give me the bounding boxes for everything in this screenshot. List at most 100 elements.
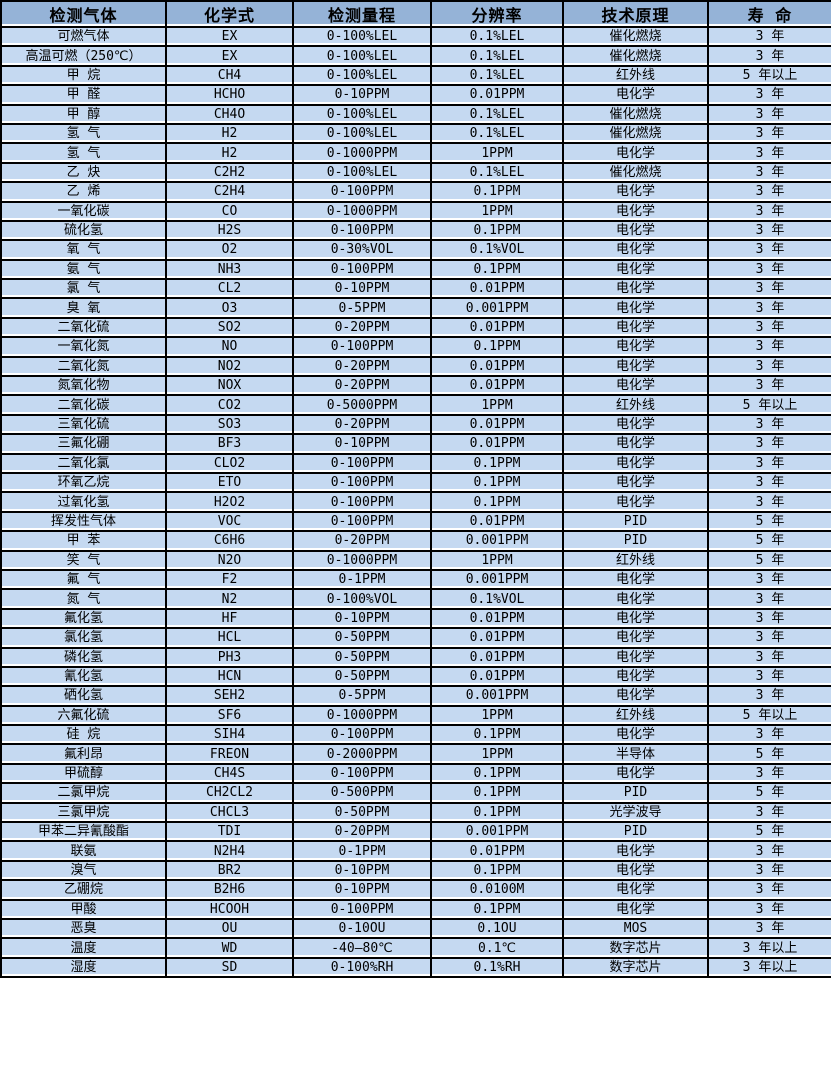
cell-formula: H2S bbox=[165, 219, 294, 242]
cell-resolution: 1PPM bbox=[430, 549, 564, 571]
cell-formula: SEH2 bbox=[165, 685, 294, 707]
cell-gas-name: 二氧化氯 bbox=[0, 452, 167, 475]
cell-lifespan: 3 年 bbox=[707, 588, 831, 610]
cell-principle: 电化学 bbox=[562, 355, 709, 378]
table-row: 一氧化氮 NO 0-100PPM 0.1PPM 电化学 3 年 bbox=[0, 336, 831, 358]
cell-range: 0-100%RH bbox=[292, 956, 432, 979]
cell-resolution: 0.01PPM bbox=[430, 84, 564, 106]
cell-resolution: 0.01PPM bbox=[430, 510, 564, 533]
cell-gas-name: 乙 烯 bbox=[0, 181, 167, 203]
table-row: 氧 气 O2 0-30%VOL 0.1%VOL 电化学 3 年 bbox=[0, 239, 831, 261]
cell-lifespan: 3 年 bbox=[707, 917, 831, 940]
cell-formula: SO2 bbox=[165, 316, 294, 339]
cell-resolution: 1PPM bbox=[430, 142, 564, 164]
cell-gas-name: 六氟化硫 bbox=[0, 704, 167, 727]
cell-range: 0-1PPM bbox=[292, 568, 432, 591]
cell-resolution: 0.01PPM bbox=[430, 375, 564, 397]
cell-range: 0-1000PPM bbox=[292, 142, 432, 164]
cell-resolution: 0.1PPM bbox=[430, 181, 564, 203]
cell-range: 0-5PPM bbox=[292, 685, 432, 707]
cell-lifespan: 3 年 bbox=[707, 627, 831, 649]
cell-principle: 电化学 bbox=[562, 665, 709, 688]
cell-formula: CO bbox=[165, 200, 294, 222]
cell-lifespan: 3 年 bbox=[707, 762, 831, 785]
cell-resolution: 0.1PPM bbox=[430, 471, 564, 494]
cell-gas-name: 氰化氢 bbox=[0, 665, 167, 688]
cell-lifespan: 3 年 bbox=[707, 685, 831, 707]
table-row: 甲 苯 C6H6 0-20PPM 0.001PPM PID 5 年 bbox=[0, 530, 831, 552]
cell-principle: 红外线 bbox=[562, 704, 709, 727]
cell-gas-name: 氢 气 bbox=[0, 122, 167, 145]
table-row: 笑 气 N2O 0-1000PPM 1PPM 红外线 5 年 bbox=[0, 549, 831, 571]
cell-principle: 电化学 bbox=[562, 859, 709, 882]
table-row: 联氨 N2H4 0-1PPM 0.01PPM 电化学 3 年 bbox=[0, 840, 831, 862]
cell-formula: CO2 bbox=[165, 394, 294, 416]
cell-gas-name: 乙硼烷 bbox=[0, 879, 167, 901]
cell-formula: CH4O bbox=[165, 103, 294, 125]
cell-lifespan: 3 年 bbox=[707, 898, 831, 920]
cell-lifespan: 5 年以上 bbox=[707, 394, 831, 416]
cell-lifespan: 3 年 bbox=[707, 801, 831, 824]
column-header-1: 检测气体 bbox=[0, 0, 167, 28]
cell-formula: CHCL3 bbox=[165, 801, 294, 824]
cell-gas-name: 硅 烷 bbox=[0, 724, 167, 746]
cell-range: 0-10PPM bbox=[292, 879, 432, 901]
header-row: 检测气体 化学式 检测量程 分辨率 技术原理寿 命 bbox=[0, 0, 831, 28]
cell-principle: 光学波导 bbox=[562, 801, 709, 824]
cell-range: 0-20PPM bbox=[292, 355, 432, 378]
cell-formula: HCL bbox=[165, 627, 294, 649]
cell-principle: 电化学 bbox=[562, 840, 709, 862]
cell-range: 0-1000PPM bbox=[292, 704, 432, 727]
cell-resolution: 0.1%LEL bbox=[430, 103, 564, 125]
cell-range: 0-10OU bbox=[292, 917, 432, 940]
cell-formula: FREON bbox=[165, 743, 294, 765]
cell-gas-name: 联氨 bbox=[0, 840, 167, 862]
cell-principle: 电化学 bbox=[562, 646, 709, 668]
cell-range: 0-100%LEL bbox=[292, 122, 432, 145]
table-row: 二氯甲烷 CH2CL2 0-500PPM 0.1PPM PID 5 年 bbox=[0, 782, 831, 804]
cell-resolution: 1PPM bbox=[430, 704, 564, 727]
cell-range: 0-20PPM bbox=[292, 375, 432, 397]
cell-resolution: 0.1PPM bbox=[430, 219, 564, 242]
cell-range: 0-50PPM bbox=[292, 665, 432, 688]
cell-gas-name: 一氧化氮 bbox=[0, 336, 167, 358]
cell-resolution: 0.01PPM bbox=[430, 413, 564, 436]
column-header-5: 技术原理 bbox=[562, 0, 709, 28]
cell-gas-name: 氟 气 bbox=[0, 568, 167, 591]
cell-formula: CL2 bbox=[165, 278, 294, 300]
cell-formula: WD bbox=[165, 937, 294, 959]
table-row: 温度 WD -40—80℃ 0.1℃ 数字芯片 3 年以上 bbox=[0, 937, 831, 959]
cell-gas-name: 氮氧化物 bbox=[0, 375, 167, 397]
table-row: 挥发性气体 VOC 0-100PPM 0.01PPM PID 5 年 bbox=[0, 510, 831, 533]
cell-resolution: 0.1PPM bbox=[430, 859, 564, 882]
table-row: 氟利昂 FREON 0-2000PPM 1PPM 半导体 5 年 bbox=[0, 743, 831, 765]
cell-lifespan: 3 年 bbox=[707, 491, 831, 513]
cell-resolution: 0.1℃ bbox=[430, 937, 564, 959]
cell-resolution: 1PPM bbox=[430, 200, 564, 222]
cell-formula: C2H4 bbox=[165, 181, 294, 203]
cell-gas-name: 甲苯二异氰酸酯 bbox=[0, 820, 167, 843]
cell-gas-name: 氨 气 bbox=[0, 258, 167, 281]
cell-principle: 电化学 bbox=[562, 278, 709, 300]
cell-gas-name: 二氧化碳 bbox=[0, 394, 167, 416]
cell-formula: CLO2 bbox=[165, 452, 294, 475]
cell-lifespan: 5 年 bbox=[707, 743, 831, 765]
cell-resolution: 0.1%LEL bbox=[430, 64, 564, 87]
cell-range: 0-100PPM bbox=[292, 219, 432, 242]
cell-principle: 电化学 bbox=[562, 84, 709, 106]
cell-principle: 电化学 bbox=[562, 200, 709, 222]
cell-formula: SF6 bbox=[165, 704, 294, 727]
cell-formula: C6H6 bbox=[165, 530, 294, 552]
cell-gas-name: 氟化氢 bbox=[0, 607, 167, 630]
cell-resolution: 0.01PPM bbox=[430, 316, 564, 339]
table-row: 三氯甲烷 CHCL3 0-50PPM 0.1PPM 光学波导 3 年 bbox=[0, 801, 831, 824]
cell-lifespan: 3 年 bbox=[707, 45, 831, 67]
cell-formula: H2 bbox=[165, 122, 294, 145]
cell-gas-name: 甲硫醇 bbox=[0, 762, 167, 785]
table-row: 二氧化硫 SO2 0-20PPM 0.01PPM 电化学 3 年 bbox=[0, 316, 831, 339]
cell-range: 0-100%LEL bbox=[292, 45, 432, 67]
cell-lifespan: 3 年 bbox=[707, 258, 831, 281]
cell-lifespan: 5 年 bbox=[707, 510, 831, 533]
cell-range: 0-20PPM bbox=[292, 316, 432, 339]
cell-range: 0-100PPM bbox=[292, 452, 432, 475]
